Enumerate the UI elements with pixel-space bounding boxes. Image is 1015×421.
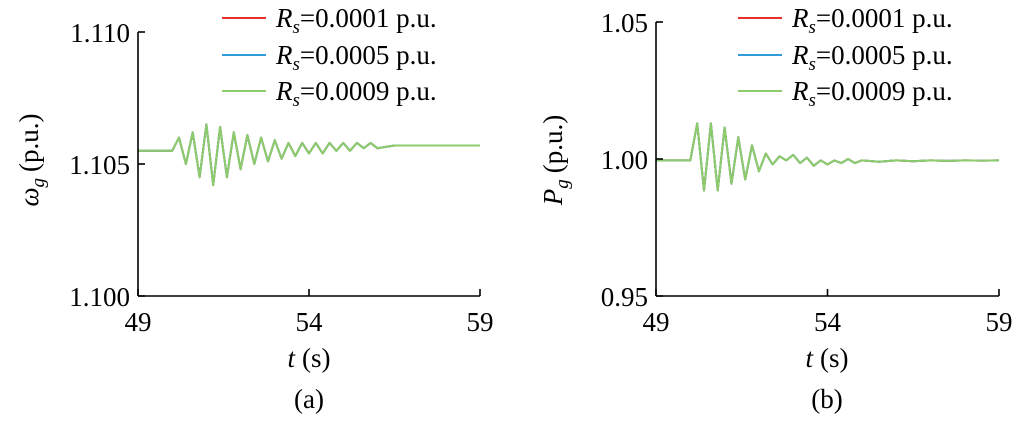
series-line-2: [138, 123, 480, 187]
y-tick-label: 1.05: [601, 8, 648, 38]
legend-label: Rs=0.0005 p.u.: [275, 40, 437, 75]
y-axis-label: ωg(p.u.): [14, 113, 49, 206]
legend-item: Rs=0.0005 p.u.: [222, 40, 437, 75]
y-tick-label: 1.00: [601, 145, 648, 175]
legend-label: Rs=0.0009 p.u.: [275, 76, 437, 111]
legend-label: Rs=0.0005 p.u.: [791, 40, 953, 75]
legend-item: Rs=0.0005 p.u.: [738, 40, 953, 75]
y-tick-label: 1.100: [69, 282, 130, 312]
y-ticks: 0.95 1.00 1.05: [601, 8, 663, 312]
panel-label-a: (a): [294, 384, 324, 414]
chart-panel-b: 49 54 59 0.95 1.00 1.05 Pg(p.u.) t (s) (b) Rs…: [538, 3, 1013, 414]
series-line-1: [138, 123, 480, 187]
x-ticks: 49 54 59: [125, 289, 494, 337]
series-lines: [656, 122, 1000, 192]
legend-item: Rs=0.0009 p.u.: [222, 76, 437, 111]
x-tick-label: 49: [643, 307, 670, 337]
x-axis-label: t (s): [805, 343, 848, 373]
y-tick-label: 1.105: [69, 150, 130, 180]
legend-item: Rs=0.0001 p.u.: [738, 3, 953, 38]
y-tick-label: 0.95: [601, 282, 648, 312]
x-axis-label: t (s): [287, 343, 330, 373]
legend-item: Rs=0.0001 p.u.: [222, 3, 437, 38]
legend-label: Rs=0.0001 p.u.: [275, 3, 437, 38]
x-tick-label: 59: [467, 307, 494, 337]
legend-item: Rs=0.0009 p.u.: [738, 76, 953, 111]
y-axis-label: Pg(p.u.): [538, 115, 573, 206]
legend-label: Rs=0.0009 p.u.: [791, 76, 953, 111]
legend: Rs=0.0001 p.u. Rs=0.0005 p.u. Rs=0.0009 …: [222, 3, 437, 111]
x-tick-label: 54: [296, 307, 324, 337]
y-tick-label: 1.110: [70, 18, 130, 48]
x-tick-label: 54: [814, 307, 842, 337]
y-ticks: 1.100 1.105 1.110: [69, 18, 145, 312]
chart-panel-a: 49 54 59 1.100 1.105 1.110 ωg(p.u.) t (s) (a)…: [14, 3, 494, 414]
x-ticks: 49 54 59: [643, 289, 1013, 337]
series-line-3: [656, 122, 1000, 192]
panel-label-b: (b): [811, 384, 842, 414]
series-lines: [138, 123, 480, 187]
legend-label: Rs=0.0001 p.u.: [791, 3, 953, 38]
series-line-3: [138, 123, 480, 187]
x-tick-label: 49: [125, 307, 152, 337]
legend: Rs=0.0001 p.u. Rs=0.0005 p.u. Rs=0.0009 …: [738, 3, 953, 111]
x-tick-label: 59: [986, 307, 1013, 337]
